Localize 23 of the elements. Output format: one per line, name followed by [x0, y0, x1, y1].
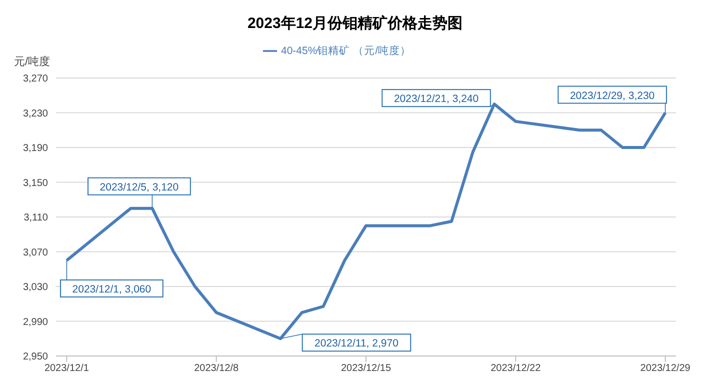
- y-tick-label: 3,070: [22, 247, 48, 258]
- y-tick-label: 3,150: [22, 178, 48, 189]
- annotation: 2023/12/21, 3,240: [394, 93, 479, 106]
- annotation: 2023/12/1, 3,060: [72, 283, 152, 296]
- chart-title: 2023年12月份钼精矿价格走势图: [246, 14, 464, 33]
- y-tick-label: 2,950: [22, 352, 48, 363]
- y-tick-label: 3,270: [22, 74, 48, 85]
- x-tick-label: 2023/12/8: [194, 363, 240, 374]
- y-tick-label: 3,030: [22, 282, 48, 294]
- y-tick-label: 2,990: [22, 316, 48, 328]
- y-axis-title: 元/吨度: [14, 54, 50, 69]
- legend-label: 40-45%钼精矿 （元/吨度）: [280, 45, 412, 57]
- annotation: 2023/12/11, 2,970: [314, 338, 399, 350]
- x-tick-label: 2023/12/22: [490, 363, 542, 374]
- x-tick-label: 2023/12/29: [640, 363, 691, 374]
- annotation: 2023/12/29, 3,230: [570, 90, 655, 102]
- line-series: [65, 102, 667, 340]
- y-tick-label: 3,190: [22, 143, 48, 154]
- y-tick-label: 3,110: [24, 212, 48, 224]
- y-tick-label: 3,230: [22, 108, 48, 120]
- x-tick-label: 2023/12/1: [44, 363, 90, 374]
- x-tick-label: 2023/12/15: [340, 363, 392, 374]
- annotation: 2023/12/5, 3,120: [100, 181, 179, 194]
